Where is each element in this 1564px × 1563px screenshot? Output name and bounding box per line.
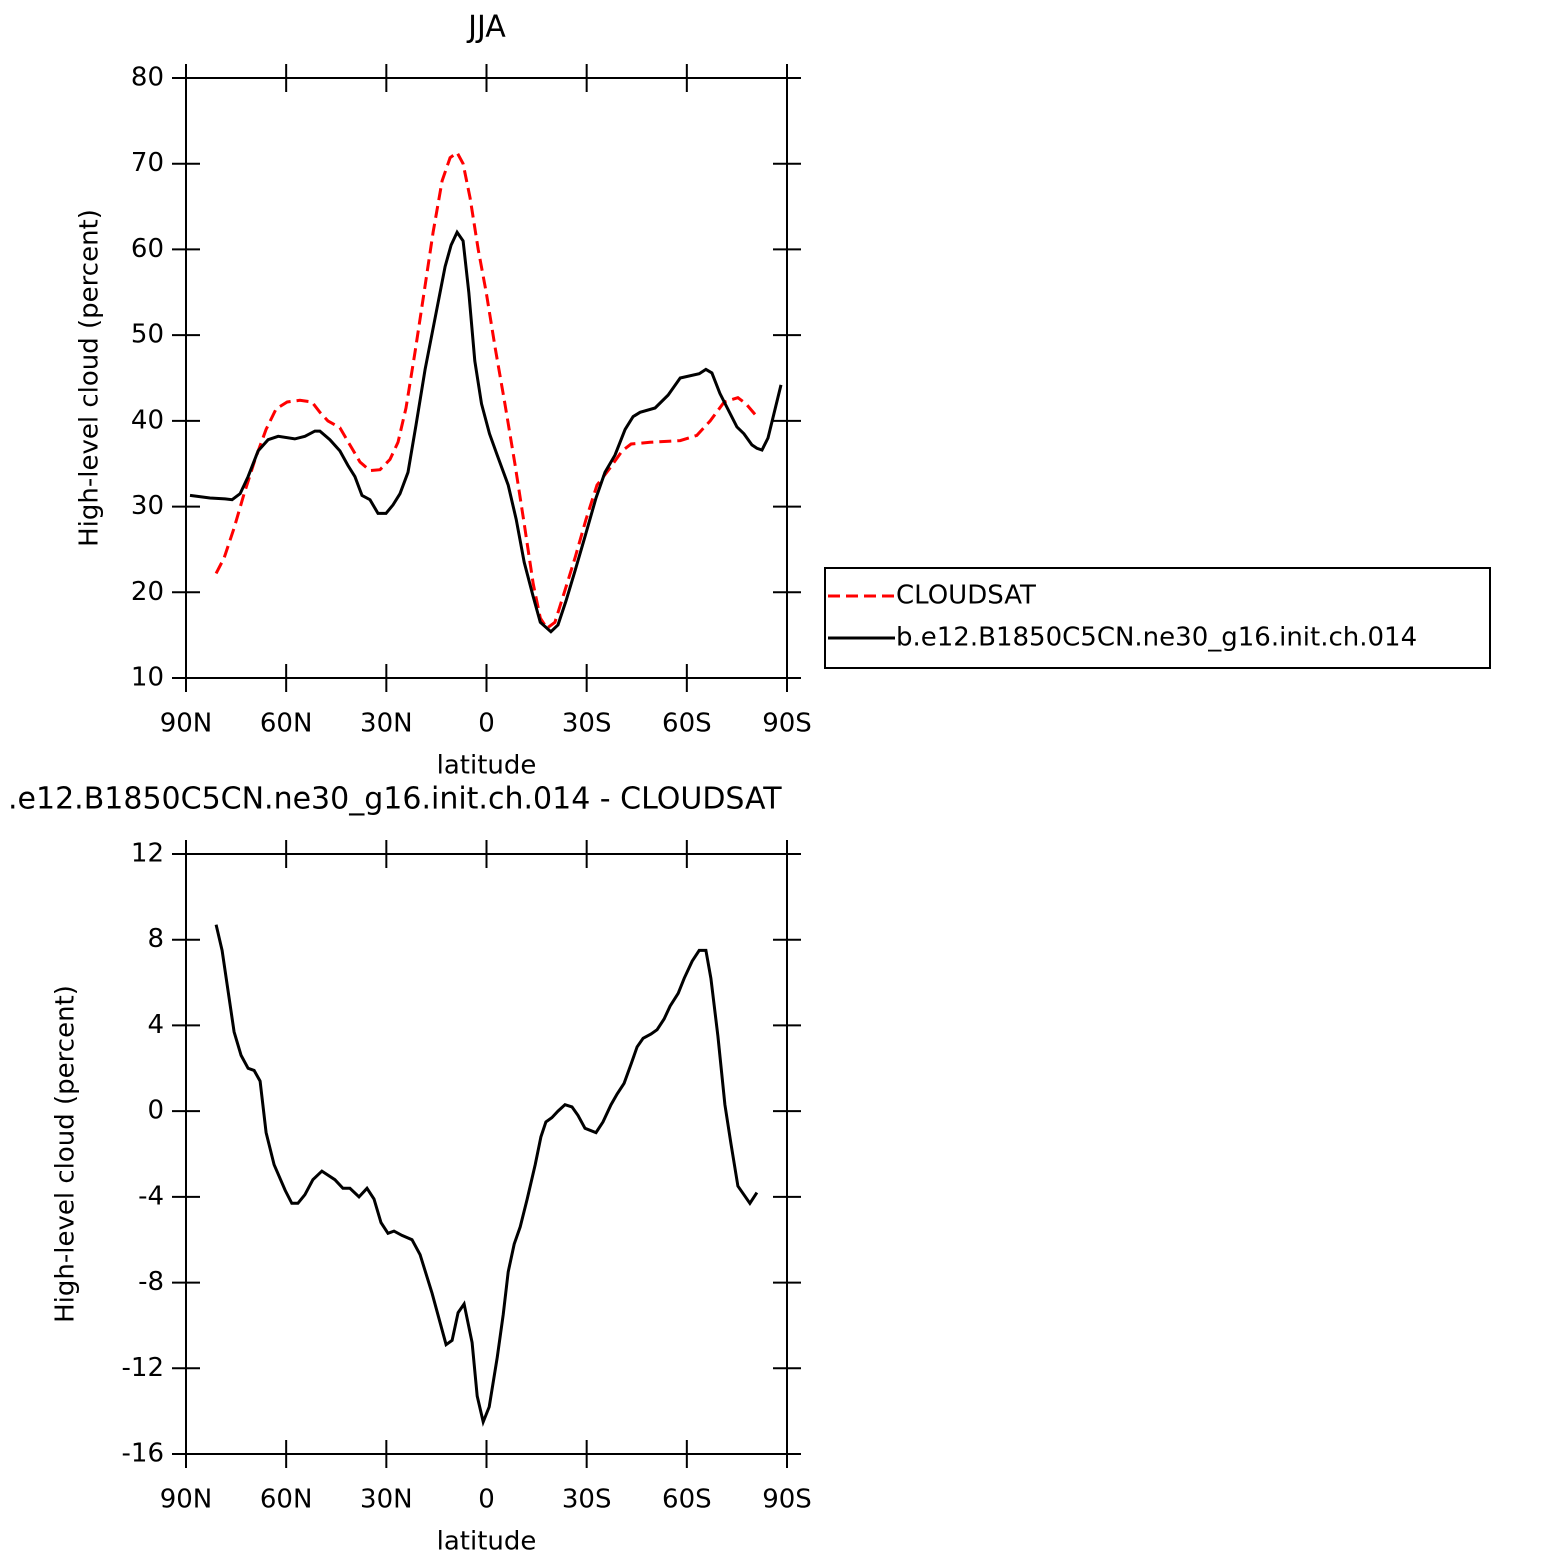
legend-label: CLOUDSAT — [896, 581, 1036, 611]
x-tick-label: 30S — [562, 709, 612, 739]
legend-box — [824, 567, 1491, 669]
chart-title: JJA — [466, 10, 506, 45]
y-tick-label: -8 — [138, 1267, 164, 1297]
x-tick-label: 30N — [360, 709, 413, 739]
series-line — [189, 229, 783, 634]
x-tick-label: 0 — [478, 1485, 495, 1515]
x-tick-label: 60S — [662, 1485, 712, 1515]
x-tick-label: 90N — [160, 709, 213, 739]
y-tick-label: 4 — [147, 1010, 164, 1040]
x-tick-label: 0 — [478, 709, 495, 739]
y-tick-label: 12 — [131, 839, 164, 869]
y-axis-label: High-level cloud (percent) — [51, 985, 81, 1323]
y-axis-label: High-level cloud (percent) — [75, 209, 105, 547]
y-tick-label: 70 — [131, 148, 164, 178]
x-axis-label: latitude — [437, 751, 537, 781]
x-axis-label: latitude — [437, 1527, 537, 1557]
chart-title: .e12.B1850C5CN.ne30_g16.init.ch.014 - CL… — [8, 782, 782, 817]
plot-frame — [185, 853, 788, 1455]
plot-frame — [185, 77, 788, 679]
y-tick-label: 20 — [131, 577, 164, 607]
x-tick-label: 30N — [360, 1485, 413, 1515]
y-tick-label: 30 — [131, 491, 164, 521]
x-tick-label: 60N — [260, 1485, 313, 1515]
x-tick-label: 30S — [562, 1485, 612, 1515]
legend-label: b.e12.B1850C5CN.ne30_g16.init.ch.014 — [896, 623, 1417, 653]
y-tick-label: -4 — [138, 1181, 164, 1211]
x-tick-label: 60N — [260, 709, 313, 739]
y-tick-label: 40 — [131, 405, 164, 435]
y-tick-label: 8 — [147, 924, 164, 954]
x-tick-label: 90S — [762, 709, 812, 739]
x-tick-label: 90S — [762, 1485, 812, 1515]
y-tick-label: -16 — [122, 1439, 164, 1469]
y-tick-label: 0 — [147, 1096, 164, 1126]
y-tick-label: -12 — [122, 1353, 164, 1383]
x-tick-label: 60S — [662, 709, 712, 739]
y-tick-label: 10 — [131, 663, 164, 693]
x-tick-label: 90N — [160, 1485, 213, 1515]
series-line — [214, 924, 759, 1427]
y-tick-label: 60 — [131, 234, 164, 264]
y-tick-label: 80 — [131, 63, 164, 93]
series-line — [214, 150, 759, 631]
y-tick-label: 50 — [131, 320, 164, 350]
